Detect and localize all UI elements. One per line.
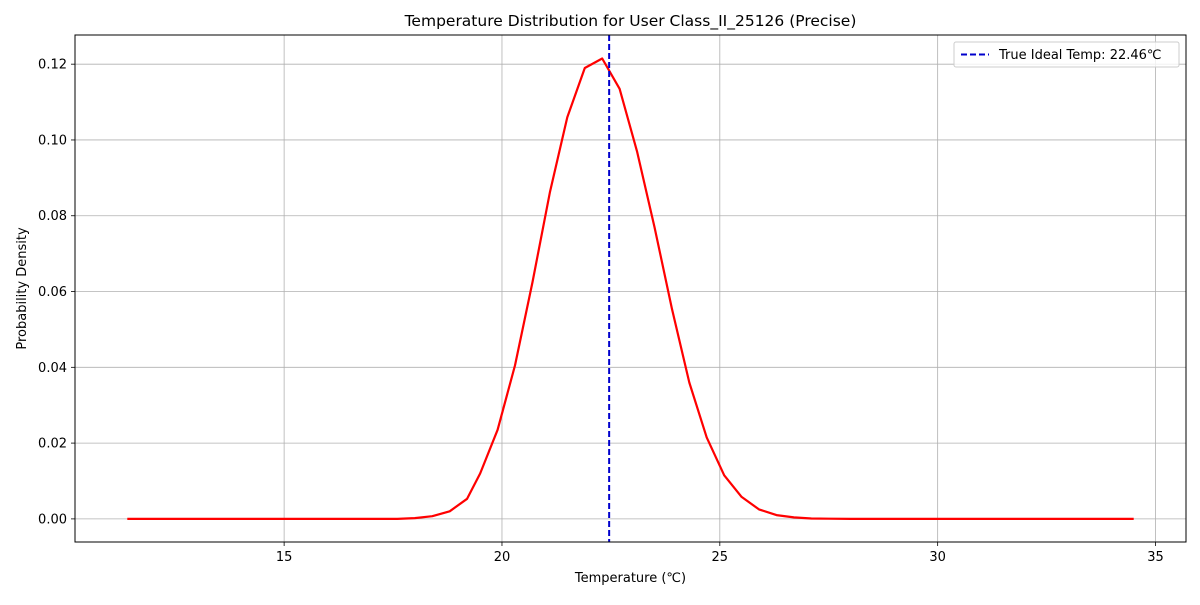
series-layer <box>127 35 1134 542</box>
y-tick-label: 0.02 <box>38 437 67 452</box>
y-tick-label: 0.08 <box>38 209 67 224</box>
legend-box <box>953 41 1180 68</box>
x-tick-label: 30 <box>929 550 946 565</box>
tick-layer: 15 20 25 30 35 0.00 0.02 0.04 0.06 0.08 0.10 0.12 <box>38 58 1164 565</box>
x-tick-label: 15 <box>276 550 293 565</box>
x-tick-label: 25 <box>712 550 729 565</box>
x-tick-label: 20 <box>494 550 511 565</box>
x-tick-label: 35 <box>1147 550 1164 565</box>
legend: True Ideal Temp: 22.46℃ <box>953 41 1180 68</box>
y-tick-label: 0.10 <box>38 133 67 148</box>
y-tick-label: 0.00 <box>38 512 67 527</box>
y-tick-label: 0.04 <box>38 361 67 376</box>
legend-label: True Ideal Temp: 22.46℃ <box>998 48 1162 63</box>
y-tick-label: 0.12 <box>38 58 67 73</box>
y-tick-label: 0.06 <box>38 285 67 300</box>
x-axis-label: Temperature (℃) <box>574 571 686 586</box>
density-curve <box>127 57 1134 521</box>
chart-title: Temperature Distribution for User Class_… <box>404 12 857 31</box>
plot-frame <box>74 34 1187 543</box>
y-axis-label: Probability Density <box>15 227 30 350</box>
